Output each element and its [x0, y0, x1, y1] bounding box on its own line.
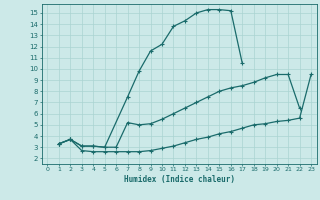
X-axis label: Humidex (Indice chaleur): Humidex (Indice chaleur) — [124, 175, 235, 184]
